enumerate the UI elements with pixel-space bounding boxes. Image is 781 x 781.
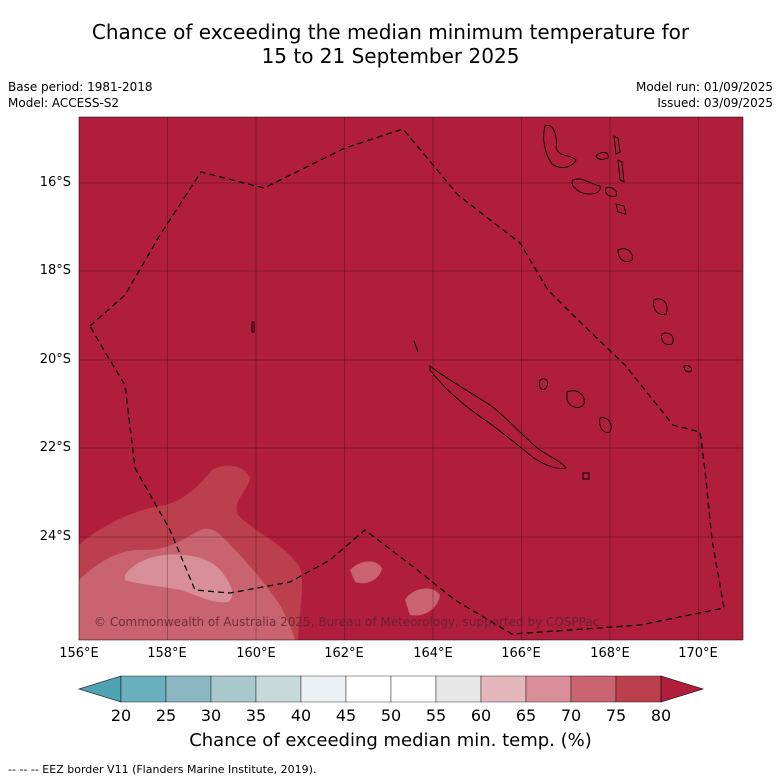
colorbar-bin — [165, 675, 212, 703]
colorbar-tick-label: 65 — [515, 706, 537, 725]
model-name: Model: ACCESS-S2 — [8, 96, 120, 110]
graticule — [79, 117, 743, 640]
colorbar-tick-label: 75 — [605, 706, 627, 725]
ambae-island — [595, 151, 609, 160]
eez-legend-note: -- -- -- EEZ border V11 (Flanders Marine… — [8, 763, 317, 776]
lon-label-164e: 164°E — [413, 646, 453, 661]
base-period: Base period: 1981-2018 — [8, 80, 153, 94]
colorbar-bin — [255, 675, 302, 703]
tanna-island — [661, 332, 674, 345]
loyalty-mare-island — [599, 417, 612, 433]
colorbar-tick-label: 60 — [470, 706, 492, 725]
loyalty-ouvea-island — [539, 378, 549, 391]
colorbar-tick-label: 40 — [290, 706, 312, 725]
efate-island — [617, 248, 633, 262]
colorbar-bin — [570, 675, 617, 703]
lat-label-24s: 24°S — [39, 529, 71, 544]
colorbar-bin — [390, 675, 437, 703]
lat-label-18s: 18°S — [39, 263, 71, 278]
lon-label-168e: 168°E — [590, 646, 630, 661]
eez-border — [89, 128, 725, 635]
lon-label-158e: 158°E — [147, 646, 187, 661]
map-title-line1: Chance of exceeding the median minimum t… — [91, 20, 690, 44]
colorbar-tick-label: 20 — [110, 706, 132, 725]
colorbar-bin — [210, 675, 257, 703]
colorbar-bin — [480, 675, 527, 703]
colorbar — [77, 675, 705, 703]
colorbar-bin — [435, 675, 482, 703]
lon-label-156e: 156°E — [59, 646, 99, 661]
colorbar-tick-label: 45 — [335, 706, 357, 725]
malekula-island — [571, 178, 601, 195]
erromango-island — [653, 298, 668, 315]
lon-label-166e: 166°E — [501, 646, 541, 661]
lon-label-160e: 160°E — [236, 646, 276, 661]
espiritu-santo-island — [543, 124, 577, 168]
epi-island — [615, 203, 627, 215]
coastlines — [251, 124, 693, 480]
colorbar-tick-label: 25 — [155, 706, 177, 725]
colorbar-bin — [345, 675, 392, 703]
colorbar-extend-high — [660, 675, 705, 703]
colorbar-tick-label: 70 — [560, 706, 582, 725]
map-title-line2: 15 to 21 September 2025 — [261, 44, 520, 68]
zone-60-65 — [125, 554, 233, 603]
colorbar-bin — [615, 675, 662, 703]
colorbar-tick-label: 55 — [425, 706, 447, 725]
chesterfield-islet — [251, 321, 255, 333]
lon-label-170e: 170°E — [678, 646, 718, 661]
new-caledonia-island — [429, 365, 567, 469]
lon-label-162e: 162°E — [324, 646, 364, 661]
loyalty-lifou-island — [566, 390, 585, 408]
zone-patch — [405, 588, 440, 616]
colorbar-tick-label: 35 — [245, 706, 267, 725]
isle-of-pines — [582, 472, 590, 480]
maewo-island — [613, 135, 621, 155]
colorbar-bin — [120, 675, 167, 703]
colorbar-extend-low — [77, 675, 122, 703]
map-frame — [78, 116, 744, 641]
lat-label-20s: 20°S — [39, 352, 71, 367]
belep-island — [413, 340, 419, 353]
aneityum-island — [683, 365, 693, 373]
lat-label-16s: 16°S — [39, 175, 71, 190]
issued-date: Issued: 03/09/2025 — [657, 96, 773, 110]
pentecost-island — [617, 159, 625, 183]
map-area — [79, 117, 743, 640]
colorbar-title: Chance of exceeding median min. temp. (%… — [189, 730, 592, 751]
colorbar-bin — [525, 675, 572, 703]
copyright-notice: © Commonwealth of Australia 2025, Bureau… — [94, 615, 599, 629]
ambrym-island — [605, 187, 617, 197]
model-run: Model run: 01/09/2025 — [635, 80, 773, 94]
colorbar-tick-label: 80 — [650, 706, 672, 725]
lat-label-22s: 22°S — [39, 440, 71, 455]
colorbar-tick-label: 50 — [380, 706, 402, 725]
zone-patch — [350, 561, 382, 584]
colorbar-bin — [300, 675, 347, 703]
colorbar-tick-label: 30 — [200, 706, 222, 725]
